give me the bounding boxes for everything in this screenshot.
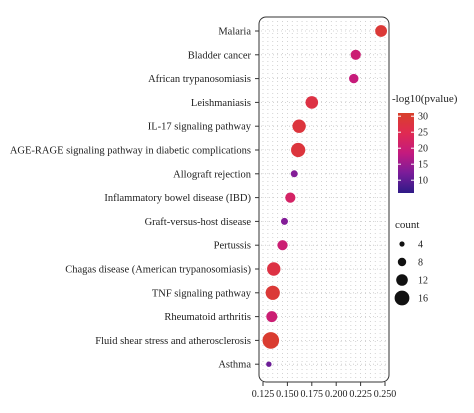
colorbar-tick-label: 20	[418, 144, 428, 155]
data-point	[292, 119, 306, 133]
y-tick-label: Rheumatoid arthritis	[164, 312, 251, 323]
x-tick-label: 0.125	[252, 389, 275, 400]
size-legend-dot	[397, 257, 407, 267]
data-point	[291, 142, 306, 158]
y-tick-label: Chagas disease (American trypanosomiasis…	[65, 265, 251, 276]
x-axis: 0.125 0.150 0.175 0.200 0.225 0.250	[252, 382, 397, 400]
size-legend-dot	[399, 241, 405, 247]
y-tick-label: Graft-versus-host disease	[145, 217, 252, 228]
colorbar-tick-label: 25	[418, 128, 428, 139]
data-points	[262, 25, 387, 367]
x-tick-label: 0.175	[301, 389, 324, 400]
data-point	[290, 170, 298, 178]
x-tick-label: 0.225	[349, 389, 372, 400]
y-tick-label: Asthma	[218, 360, 251, 371]
size-legend-label: 8	[418, 258, 423, 269]
x-tick-label: 0.150	[276, 389, 299, 400]
size-legend-label: 12	[418, 276, 428, 287]
y-tick-label: AGE-RAGE signaling pathway in diabetic c…	[10, 146, 251, 157]
data-point	[305, 96, 319, 109]
y-tick-label: Fluid shear stress and atherosclerosis	[95, 336, 251, 347]
y-tick-label: Malaria	[218, 27, 251, 38]
size-legend: count 4 8 12 16	[394, 219, 428, 306]
colorbar-tick-label: 10	[418, 176, 428, 187]
data-point	[265, 285, 280, 300]
colorbar-ticks: 10 15 20 25 30	[398, 112, 428, 187]
y-tick-label: Pertussis	[214, 241, 251, 252]
data-point	[350, 49, 361, 60]
x-tick-label: 0.200	[325, 389, 348, 400]
color-legend: -log10(pvalue) 10 15 20 25 30	[392, 93, 458, 193]
data-point	[262, 332, 280, 349]
size-legend-label: 4	[418, 240, 423, 251]
y-tick-label: TNF signaling pathway	[152, 288, 252, 299]
colorbar-tick-label: 30	[418, 112, 428, 123]
size-legend-dot	[396, 274, 408, 286]
data-point	[285, 192, 296, 203]
size-legend-dot	[394, 290, 410, 306]
size-legend-title: count	[395, 219, 419, 231]
y-tick-label: Inflammatory bowel disease (IBD)	[104, 193, 251, 204]
y-tick-label: Allograft rejection	[173, 169, 252, 180]
data-point	[277, 240, 288, 251]
plot-panel	[258, 16, 390, 383]
y-axis-labels: Malaria Bladder cancer African trypanosomi…	[10, 27, 252, 371]
data-point	[280, 217, 288, 225]
y-tick-label: Bladder cancer	[188, 50, 252, 61]
colorbar-tick-label: 15	[418, 160, 428, 171]
size-legend-label: 16	[418, 294, 428, 305]
colorbar	[398, 113, 414, 193]
y-tick-label: African trypanosomiasis	[148, 74, 251, 85]
data-point	[266, 311, 278, 323]
data-point	[267, 262, 281, 276]
x-tick-label: 0.250	[374, 389, 397, 400]
data-point	[349, 73, 359, 84]
color-legend-title: -log10(pvalue)	[392, 93, 458, 105]
y-tick-label: IL-17 signaling pathway	[148, 122, 252, 133]
data-point	[375, 25, 387, 37]
size-legend-items: 4 8 12 16	[394, 240, 428, 306]
y-axis-ticks	[255, 30, 259, 365]
data-point	[266, 361, 272, 367]
y-tick-label: Leishmaniasis	[191, 98, 251, 109]
